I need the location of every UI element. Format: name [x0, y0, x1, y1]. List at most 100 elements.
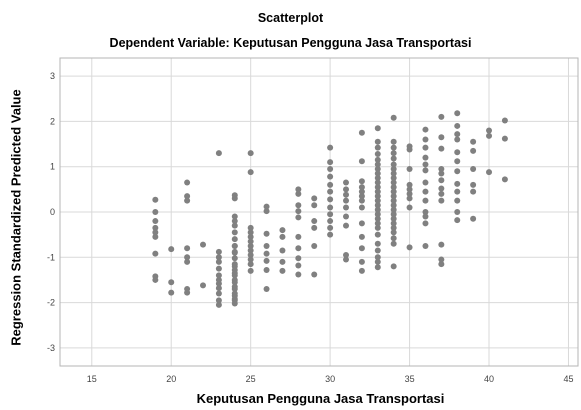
data-point — [184, 258, 191, 265]
data-point — [215, 254, 222, 261]
data-point — [438, 185, 445, 192]
data-point — [358, 184, 365, 191]
data-point — [374, 188, 381, 195]
data-point — [438, 170, 445, 177]
data-point — [390, 175, 397, 182]
data-point — [390, 235, 397, 242]
data-point — [374, 179, 381, 186]
data-point — [390, 179, 397, 186]
data-point — [438, 190, 445, 197]
data-point — [422, 209, 429, 215]
data-point — [327, 159, 334, 166]
data-point — [343, 222, 350, 229]
x-tick-label: 25 — [246, 374, 256, 384]
data-point — [390, 170, 397, 177]
data-point — [247, 150, 254, 157]
data-point — [327, 181, 334, 188]
data-point — [215, 297, 222, 304]
data-point — [263, 286, 270, 292]
data-point — [374, 258, 381, 265]
data-point — [374, 144, 381, 151]
data-point — [374, 197, 381, 204]
data-point — [454, 158, 461, 165]
data-point — [200, 241, 207, 248]
data-point — [358, 178, 365, 185]
data-point — [343, 213, 350, 220]
data-point — [311, 218, 318, 225]
data-point — [295, 271, 302, 278]
data-point — [311, 242, 318, 249]
data-point — [247, 169, 254, 176]
data-point — [295, 214, 302, 221]
data-point — [374, 184, 381, 191]
data-point — [215, 301, 222, 308]
data-point — [343, 179, 350, 186]
x-tick-label: 15 — [87, 374, 97, 384]
data-point — [343, 204, 350, 211]
data-point — [374, 254, 381, 261]
data-point — [438, 197, 445, 204]
data-point — [247, 252, 254, 259]
data-point — [311, 195, 318, 202]
data-point — [358, 220, 365, 227]
data-point — [152, 209, 159, 215]
x-tick-label: 40 — [484, 374, 494, 384]
data-point — [358, 245, 365, 252]
data-point — [390, 206, 397, 213]
data-point — [454, 131, 461, 138]
data-point — [438, 256, 445, 263]
data-point — [168, 246, 175, 253]
data-point — [390, 150, 397, 157]
data-point — [406, 146, 413, 153]
data-point — [374, 206, 381, 213]
data-point — [247, 224, 254, 231]
data-point — [295, 208, 302, 215]
data-point — [406, 181, 413, 188]
data-point — [231, 279, 238, 286]
data-point — [231, 213, 238, 220]
data-point — [374, 193, 381, 200]
data-point — [390, 224, 397, 231]
data-point — [327, 218, 334, 225]
data-point — [374, 175, 381, 182]
data-point — [343, 252, 350, 259]
data-point — [295, 255, 302, 262]
data-point — [263, 208, 270, 215]
grid-lines — [60, 58, 578, 366]
data-point — [390, 197, 397, 204]
data-point — [390, 215, 397, 222]
data-point — [454, 217, 461, 224]
chart-title: Scatterplot — [257, 11, 324, 25]
data-point — [279, 227, 286, 234]
data-point — [438, 113, 445, 120]
data-point — [501, 176, 508, 183]
data-point — [295, 186, 302, 193]
data-point — [374, 224, 381, 231]
data-point — [295, 233, 302, 240]
y-tick-label: 1 — [50, 162, 55, 172]
x-tick-label: 45 — [563, 374, 573, 384]
data-point — [247, 256, 254, 263]
data-point — [454, 149, 461, 156]
data-point — [390, 184, 397, 191]
data-point — [215, 258, 222, 265]
data-point — [422, 161, 429, 168]
data-point — [184, 245, 191, 252]
data-point — [422, 213, 429, 220]
data-point — [327, 165, 334, 172]
data-point — [231, 218, 238, 225]
chart-subtitle: Dependent Variable: Keputusan Pengguna J… — [109, 36, 472, 50]
data-point — [358, 158, 365, 165]
data-point — [358, 258, 365, 265]
data-point — [470, 188, 477, 195]
data-point — [247, 229, 254, 236]
data-point — [215, 248, 222, 255]
data-point — [231, 195, 238, 202]
data-point — [295, 202, 302, 209]
data-point — [247, 238, 254, 245]
data-point — [279, 233, 286, 240]
data-point — [327, 224, 334, 231]
data-point — [152, 196, 159, 203]
data-point — [390, 211, 397, 218]
data-point — [438, 241, 445, 248]
